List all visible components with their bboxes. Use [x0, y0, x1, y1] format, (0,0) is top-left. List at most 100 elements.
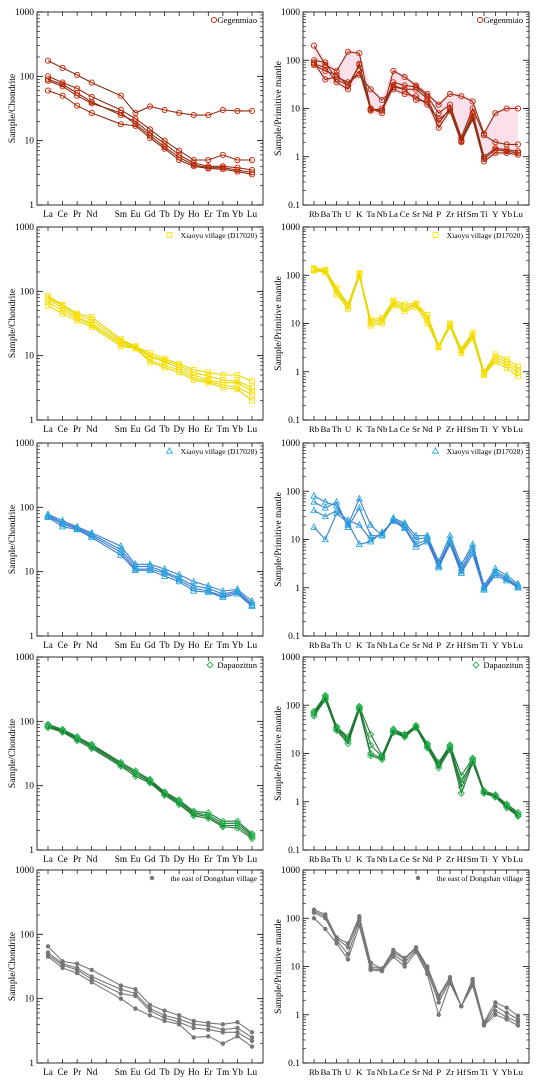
- data-point: [234, 386, 241, 393]
- x-tick-label: Th: [332, 1067, 342, 1077]
- x-tick-label: Ce: [400, 640, 410, 650]
- data-point: [504, 1010, 509, 1015]
- series-3: [310, 694, 522, 820]
- x-tick-label: Sm: [467, 424, 479, 434]
- data-point: [219, 106, 226, 114]
- x-tick-label: Ce: [57, 1067, 67, 1077]
- data-point: [206, 1034, 211, 1039]
- data-point: [378, 528, 386, 536]
- data-point: [73, 525, 81, 533]
- data-point: [132, 345, 139, 352]
- x-tick-label: Er: [204, 209, 213, 219]
- pm-chart-1: 0.1 1 10 100 1000 Sample/Primitive mantle Rb Ba…: [274, 8, 530, 219]
- series-line: [47, 952, 253, 1038]
- legend-label: Xiaoyu village (D17020): [181, 231, 258, 240]
- data-point: [74, 92, 81, 99]
- data-point: [74, 71, 81, 79]
- data-point: [147, 1013, 153, 1018]
- data-point: [435, 764, 443, 772]
- data-point: [204, 813, 212, 821]
- x-tick-label: Hf: [457, 424, 466, 434]
- y-tick-label: 100: [20, 717, 35, 727]
- data-point: [191, 1025, 196, 1031]
- data-point: [219, 593, 227, 600]
- x-tick-label: Yb: [232, 854, 244, 864]
- data-point: [249, 384, 255, 391]
- legend-marker: [166, 232, 173, 238]
- data-point: [401, 86, 408, 93]
- data-point: [44, 720, 52, 728]
- x-tick-label: Tb: [159, 854, 170, 864]
- data-point: [412, 96, 420, 104]
- x-tick-label: La: [43, 640, 53, 650]
- data-point: [248, 171, 256, 178]
- y-tick-label: 100: [286, 914, 301, 924]
- data-point: [435, 101, 442, 108]
- x-tick-label: Tm: [216, 209, 229, 219]
- data-point: [147, 1008, 153, 1013]
- x-tick-label: Y: [492, 854, 499, 864]
- series-line: [47, 295, 253, 382]
- x-tick-label: Nd: [86, 854, 98, 864]
- ree-chart-3: 1 10 100 1000 Sample/Chondrite La Ce Pr Nd Sm Eu Gd…: [8, 439, 264, 650]
- x-tick-label: Ba: [320, 640, 330, 650]
- x-tick-label: Ba: [320, 1067, 330, 1077]
- data-point: [446, 101, 454, 108]
- x-tick-label: Sr: [412, 854, 420, 864]
- data-point: [401, 90, 408, 98]
- series-line: [313, 269, 519, 376]
- data-point: [117, 548, 125, 555]
- series-line: [313, 917, 519, 1027]
- series-5: [310, 59, 522, 165]
- x-tick-label: Ce: [400, 209, 410, 219]
- series-line: [313, 501, 519, 590]
- data-point: [175, 800, 183, 809]
- x-tick-label: Lu: [247, 1067, 258, 1077]
- data-point: [355, 503, 363, 511]
- series-1: [311, 265, 521, 375]
- pm-chart-3: 0.1 1 10 100 1000 Sample/Primitive mantle Rb Ba…: [274, 439, 530, 650]
- pm-chart-5: 0.1 1 10 100 1000 Sample/Primitive mantle Rb Ba…: [274, 866, 530, 1077]
- data-point: [412, 93, 420, 100]
- x-tick-label: U: [345, 854, 352, 864]
- y-tick-label: 1: [29, 632, 34, 642]
- legend-label: Dapaozitun: [483, 660, 523, 670]
- x-tick-label: Ho: [188, 209, 200, 219]
- data-point: [446, 90, 454, 98]
- x-tick-label: Ce: [57, 854, 67, 864]
- x-tick-label: Ta: [366, 854, 375, 864]
- x-tick-label: Lu: [513, 424, 523, 434]
- data-point: [190, 586, 198, 594]
- data-point: [469, 98, 476, 105]
- data-point: [355, 706, 363, 714]
- data-point: [161, 145, 168, 152]
- data-point: [233, 824, 242, 832]
- data-point: [204, 586, 212, 594]
- y-tick-label: 10: [25, 568, 35, 578]
- x-tick-label: Ho: [188, 424, 200, 434]
- data-point: [480, 788, 488, 797]
- data-point: [389, 728, 397, 736]
- data-point: [176, 109, 183, 116]
- x-tick-label: Sr: [412, 640, 420, 650]
- legend-label: Xiaoyu village (D17028): [447, 447, 524, 456]
- data-point: [310, 506, 318, 514]
- data-point: [333, 725, 341, 733]
- data-point: [190, 377, 197, 383]
- data-point: [248, 166, 256, 174]
- x-tick-label: Nb: [377, 1067, 388, 1077]
- data-point: [459, 1004, 464, 1009]
- data-point: [322, 64, 329, 71]
- data-point: [219, 591, 227, 599]
- data-point: [160, 568, 169, 576]
- data-point: [391, 954, 396, 959]
- x-tick-label: Th: [332, 640, 342, 650]
- x-tick-label: Pr: [73, 640, 81, 650]
- data-point: [132, 121, 139, 128]
- x-tick-label: Gd: [144, 424, 156, 434]
- data-point: [333, 67, 340, 75]
- y-tick-label: 1: [295, 1011, 300, 1021]
- data-point: [44, 513, 52, 520]
- series-line: [47, 956, 253, 1048]
- x-tick-label: Nd: [86, 424, 98, 434]
